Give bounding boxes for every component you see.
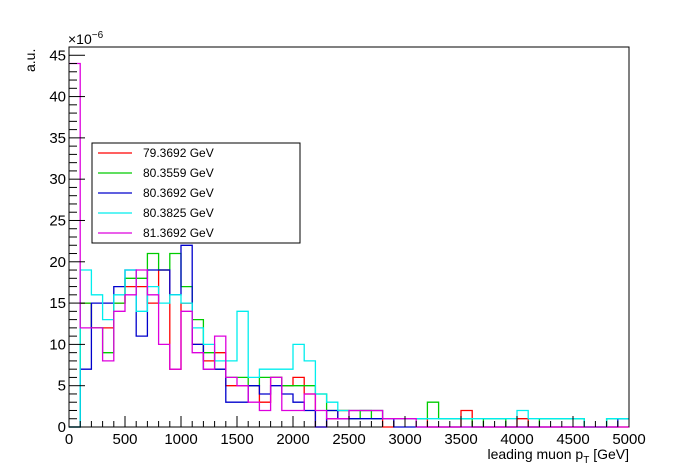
x-tick-label: 2500 <box>332 431 365 448</box>
y-tick-label: 5 <box>58 378 66 395</box>
series-layer <box>69 62 629 428</box>
series-line-1 <box>69 269 629 428</box>
y-tick-label: 35 <box>49 130 66 147</box>
axis-ticks: 0 500 1000 1500 2000 2500 3000 3500 4000 4500 5000… <box>49 46 646 448</box>
legend-label-4: 80.3825 GeV <box>143 206 214 220</box>
legend-label-1: 79.3692 GeV <box>143 146 214 160</box>
series-line-2 <box>69 252 629 428</box>
y-tick-label: 25 <box>49 212 66 229</box>
legend-label-5: 81.3692 GeV <box>143 226 214 240</box>
y-axis-exponent: ×10−6 <box>68 30 104 47</box>
series-line-3 <box>69 244 629 428</box>
x-tick-label: 2000 <box>276 431 309 448</box>
x-tick-label: 4000 <box>500 431 533 448</box>
y-tick-label: 40 <box>49 89 66 106</box>
legend: 79.3692 GeV 80.3559 GeV 80.3692 GeV 80.3825… <box>91 142 301 244</box>
y-tick-label: 45 <box>49 47 66 64</box>
y-tick-label: 20 <box>49 254 66 271</box>
x-tick-label: 3500 <box>444 431 477 448</box>
x-tick-label: 500 <box>112 431 137 448</box>
legend-label-2: 80.3559 GeV <box>143 166 214 180</box>
x-tick-label: 1000 <box>164 431 197 448</box>
y-tick-label: 30 <box>49 171 66 188</box>
y-tick-label: 10 <box>49 336 66 353</box>
y-tick-label: 15 <box>49 295 66 312</box>
y-axis-label: a.u. <box>22 49 38 72</box>
legend-label-3: 80.3692 GeV <box>143 186 214 200</box>
y-tick-label: 0 <box>58 419 66 436</box>
x-tick-label: 4500 <box>556 431 589 448</box>
x-tick-label: 5000 <box>612 431 645 448</box>
x-tick-label: 1500 <box>220 431 253 448</box>
series-line-5 <box>69 62 629 428</box>
x-tick-label: 0 <box>65 431 73 448</box>
series-line-4 <box>69 269 629 428</box>
x-axis-label: leading muon pT [GeV] <box>487 446 629 466</box>
x-tick-label: 3000 <box>388 431 421 448</box>
